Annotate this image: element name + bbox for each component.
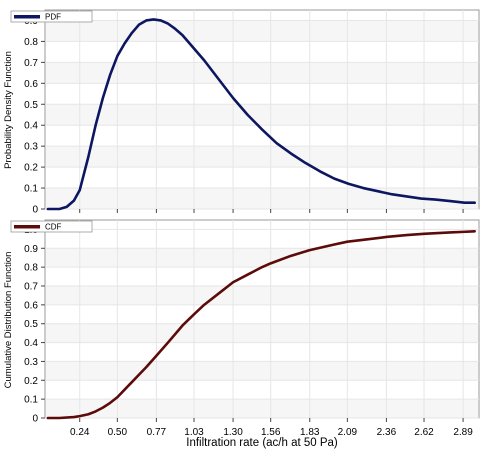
pdf-series-line <box>46 18 476 211</box>
cdf-y-axis-label: Cumulative Distribution Function <box>3 252 14 389</box>
pdf-gridlines <box>45 10 479 210</box>
y-tick-label: 0.1 <box>24 184 38 195</box>
pdf-panel: 00.10.20.30.40.50.60.70.80.9 Probability… <box>3 9 480 216</box>
y-tick-label: 0.7 <box>24 282 38 293</box>
cdf-gridlines <box>45 220 479 419</box>
x-tick-label: 0.24 <box>70 427 90 438</box>
grid-band <box>46 62 478 84</box>
pdf-legend-label: PDF <box>45 13 61 22</box>
grid-band <box>46 20 478 42</box>
x-tick-label: 2.09 <box>338 427 358 438</box>
y-tick-label: 0.6 <box>24 300 38 311</box>
cdf-legend-label: CDF <box>45 223 62 232</box>
y-tick-label: 0.8 <box>24 37 38 48</box>
x-tick-label: 1.83 <box>300 427 320 438</box>
y-tick-label: 0.2 <box>24 376 38 387</box>
y-tick-label: 0.2 <box>24 163 38 174</box>
cdf-legend-swatch <box>14 225 40 229</box>
y-tick-label: 0.8 <box>24 263 38 274</box>
grid-band <box>46 286 478 305</box>
y-tick-label: 0 <box>32 205 38 216</box>
grid-band <box>46 323 478 343</box>
cdf-legend: CDF <box>10 220 93 233</box>
x-tick-label: 1.30 <box>223 427 243 438</box>
cdf-y-ticks: 00.10.20.30.40.50.60.70.80.91.0 <box>24 225 45 425</box>
pdf-legend-swatch <box>14 15 40 19</box>
pdf-legend-box <box>10 10 93 23</box>
pdf-x-ticks <box>79 209 464 213</box>
y-tick-label: 0.4 <box>24 121 38 132</box>
pdf-y-ticks: 00.10.20.30.40.50.60.70.80.9 <box>24 16 45 216</box>
x-axis-label: Infiltration rate (ac/h at 50 Pa) <box>186 437 338 449</box>
x-tick-label: 1.56 <box>261 427 281 438</box>
cdf-series <box>46 230 476 420</box>
cdf-legend-box <box>10 220 93 233</box>
y-tick-label: 0.1 <box>24 395 38 406</box>
cdf-panel: 00.10.20.30.40.50.60.70.80.91.0 0.240.50… <box>3 219 480 449</box>
grid-band <box>46 248 478 268</box>
x-tick-label: 0.50 <box>108 427 128 438</box>
y-tick-label: 0.3 <box>24 357 38 368</box>
x-tick-label: 2.36 <box>377 427 397 438</box>
y-tick-label: 0.3 <box>24 142 38 153</box>
grid-band <box>46 146 478 168</box>
pdf-legend: PDF <box>10 10 93 23</box>
pdf-y-axis-label: Probability Density Function <box>3 51 14 169</box>
y-tick-label: 0.6 <box>24 79 38 90</box>
y-tick-label: 0.7 <box>24 58 38 69</box>
y-tick-label: 0 <box>32 414 38 425</box>
grid-band <box>46 104 478 126</box>
x-tick-label: 2.89 <box>453 427 473 438</box>
y-tick-label: 0.5 <box>24 319 38 330</box>
pdf-series <box>46 18 476 211</box>
grid-band <box>46 399 478 418</box>
cdf-x-ticks: 0.24 0.50 0.77 1.03 1.30 1.56 1.83 2.09 2.36 2.62… <box>70 418 473 438</box>
grid-band <box>46 188 478 209</box>
grid-band <box>46 361 478 381</box>
x-tick-label: 1.03 <box>184 427 204 438</box>
y-tick-label: 0.4 <box>24 338 38 349</box>
y-tick-label: 0.9 <box>24 244 38 255</box>
y-tick-label: 0.5 <box>24 100 38 111</box>
cdf-series-line <box>46 230 476 420</box>
x-tick-label: 0.77 <box>147 427 167 438</box>
x-tick-label: 2.62 <box>414 427 434 438</box>
